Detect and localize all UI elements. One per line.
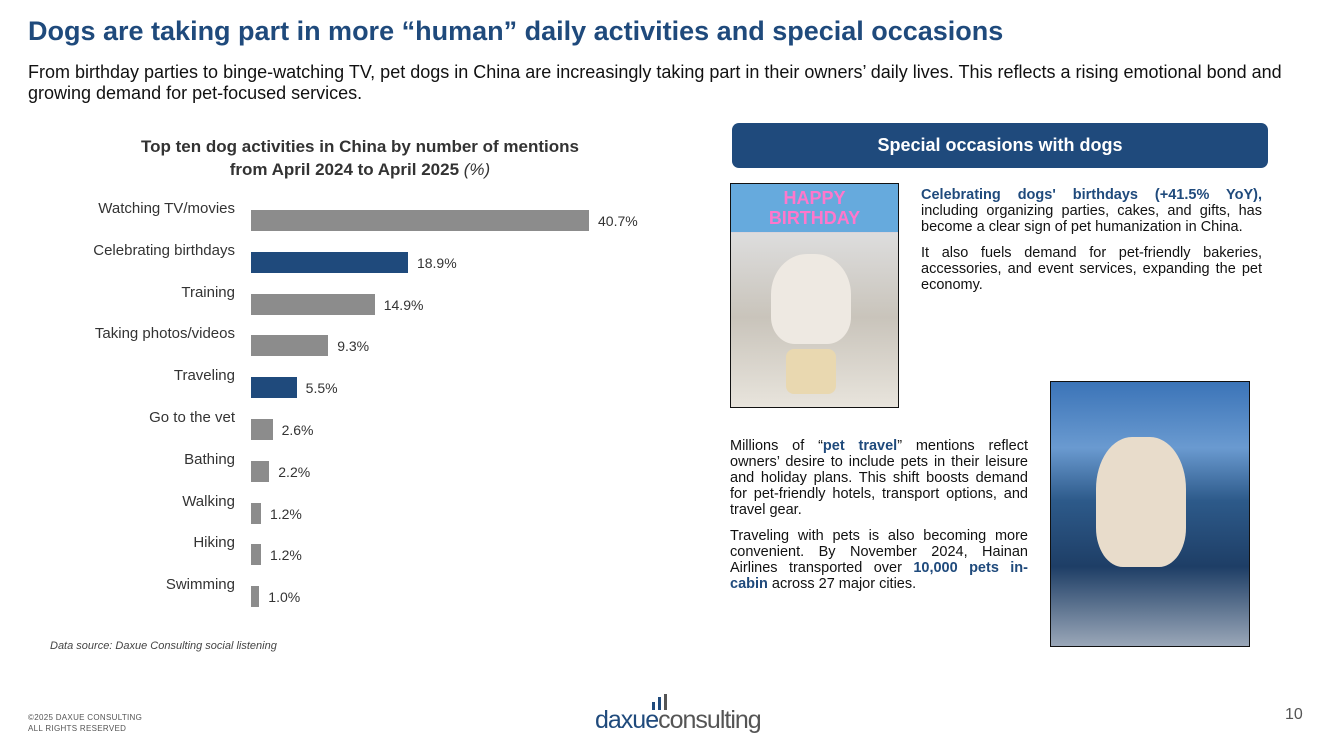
bar-3 xyxy=(251,335,329,357)
value-label: 1.2% xyxy=(269,505,302,522)
data-source: Data source: Daxue Consulting social lis… xyxy=(50,640,277,652)
special-occasions-banner: Special occasions with dogs xyxy=(732,123,1268,168)
value-label: 14.9% xyxy=(383,296,424,313)
value-label: 5.5% xyxy=(305,380,338,397)
travel-highlight: pet travel xyxy=(822,438,898,454)
page-subtitle: From birthday parties to binge-watching … xyxy=(28,62,1282,103)
copyright: ©2025 DAXUE CONSULTING ALL RIGHTS RESERV… xyxy=(28,712,142,734)
category-label: Watching TV/movies xyxy=(98,200,235,217)
category-label: Bathing xyxy=(184,450,235,468)
value-label: 40.7% xyxy=(598,213,638,229)
travel-text: Millions of “pet travel” mentions reflec… xyxy=(730,438,1028,592)
bar-7 xyxy=(251,502,261,524)
value-label: 1.0% xyxy=(268,589,301,606)
travel-text-1: Millions of “ xyxy=(730,438,823,454)
page-number: 10 xyxy=(1285,706,1303,723)
value-label: 18.9% xyxy=(416,254,457,271)
bar-4 xyxy=(251,377,297,399)
category-label: Taking photos/videos xyxy=(94,325,235,343)
travel-highlight-2: 10,000 pets in-cabin xyxy=(730,560,1028,592)
value-label: 2.6% xyxy=(281,422,314,438)
category-label: Go to the vet xyxy=(149,409,235,426)
bar-9 xyxy=(251,586,260,608)
category-label: Celebrating birthdays xyxy=(93,241,235,259)
value-label: 9.3% xyxy=(337,338,370,355)
chart-title-unit: (%) xyxy=(463,160,491,179)
copyright-line2: ALL RIGHTS RESERVED xyxy=(28,724,127,733)
category-label: Walking xyxy=(182,492,235,510)
logo-consulting: consulting xyxy=(658,706,762,734)
corgi-travel-photo xyxy=(1050,381,1250,647)
daxue-logo: daxueconsulting xyxy=(595,694,785,734)
logo-daxue: daxue xyxy=(595,706,659,734)
bar-5 xyxy=(251,419,273,440)
value-label: 1.2% xyxy=(269,547,302,564)
birthday-dog-photo: HAPPY BIRTHDAY xyxy=(730,183,899,408)
value-label: 2.2% xyxy=(278,463,311,480)
bar-1 xyxy=(251,251,408,273)
bar-8 xyxy=(251,544,261,566)
travel-text-2: ” mentions reflect owners’ desire to inc… xyxy=(730,438,1028,518)
chart-title: Top ten dog activities in China by numbe… xyxy=(100,135,620,181)
travel-text-4: across 27 major cities. xyxy=(767,576,917,592)
category-label: Hiking xyxy=(193,534,235,552)
page-title: Dogs are taking part in more “human” dai… xyxy=(28,16,1004,46)
happy-birthday-banner-image: HAPPY BIRTHDAY xyxy=(731,184,898,232)
cake-figure xyxy=(786,349,836,394)
category-label: Traveling xyxy=(173,367,235,385)
chart-title-line1: Top ten dog activities in China by numbe… xyxy=(141,137,579,156)
chart-title-line2: from April 2024 to April 2025 xyxy=(229,160,460,179)
bar-2 xyxy=(251,293,375,315)
logo-bars-icon xyxy=(652,694,667,710)
dog-figure xyxy=(771,254,851,344)
bar-chart: Watching TV/movies 40.7% Celebrating birth… xyxy=(0,0,700,660)
category-label: Swimming xyxy=(165,576,235,594)
birthday-body-2: It also fuels demand for pet-friendly ba… xyxy=(921,245,1262,293)
bar-0 xyxy=(251,210,589,231)
travel-text-3: Traveling with pets is also becoming mor… xyxy=(730,528,1028,576)
bar-6 xyxy=(251,460,270,482)
birthday-highlight: Celebrating dogs' birthdays (+41.5% YoY)… xyxy=(921,187,1262,203)
birthday-text: Celebrating dogs' birthdays (+41.5% YoY)… xyxy=(921,187,1262,293)
copyright-line1: ©2025 DAXUE CONSULTING xyxy=(28,713,143,722)
category-label: Training xyxy=(181,283,235,301)
corgi-figure xyxy=(1096,437,1186,567)
birthday-body: including organizing parties, cakes, and… xyxy=(921,203,1262,235)
